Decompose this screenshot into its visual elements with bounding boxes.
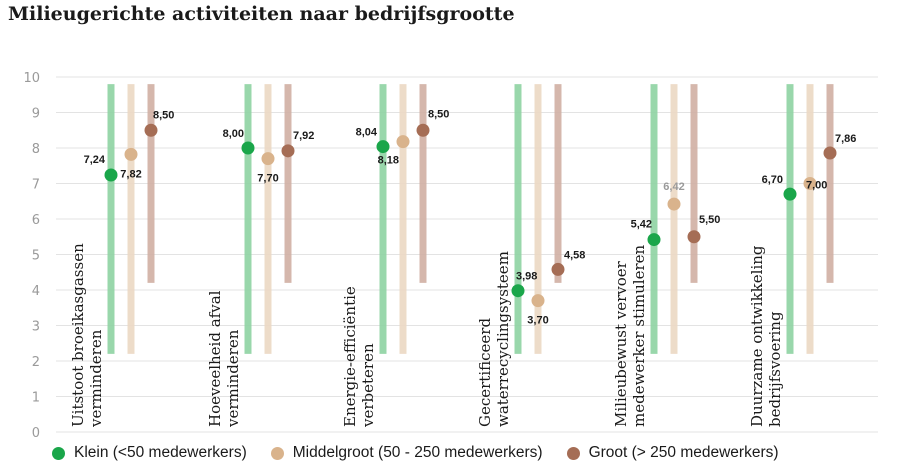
y-tick-label: 7 [32,178,40,193]
data-point [687,230,701,244]
data-label: 4,58 [564,249,585,261]
data-point [551,262,565,276]
legend-item-groot: Groot (> 250 medewerkers) [566,444,779,462]
data-label: 3,70 [527,315,548,327]
data-label: 8,50 [153,109,174,121]
y-tick-label: 1 [32,391,40,406]
chart-title: Milieugerichte activiteiten naar bedrijf… [8,3,515,25]
y-tick-label: 3 [32,320,40,335]
legend-marker-middelgroot [270,446,284,460]
data-label: 7,00 [806,180,827,192]
data-point [667,197,681,211]
data-label: 3,98 [516,271,537,283]
data-point [124,147,138,161]
y-tick-label: 4 [32,284,40,299]
data-label: 8,00 [223,128,244,140]
data-label: 8,04 [356,127,378,139]
data-point [261,152,275,166]
category-label: Milieubewust vervoermedewerker stimulere… [612,245,648,428]
y-tick-label: 10 [23,71,40,86]
category-label: Duurzame ontwikkelingbedrijfsvoering [748,245,784,427]
data-label: 6,42 [663,181,684,193]
legend-marker-klein [52,446,65,460]
data-point [416,123,430,137]
data-point [281,144,295,158]
chart-legend: Klein (<50 medewerkers) Middelgroot (50 … [52,444,779,462]
legend-label-klein: Klein (<50 medewerkers) [74,444,247,461]
y-tick-label: 8 [32,142,40,157]
data-label: 6,70 [762,174,783,186]
y-tick-label: 6 [32,213,40,228]
data-point [511,284,525,298]
data-label: 7,82 [120,168,141,180]
data-label: 7,24 [84,154,106,166]
data-label: 5,50 [699,214,720,226]
data-label: 8,50 [428,108,449,120]
legend-label-middelgroot: Middelgroot (50 - 250 medewerkers) [292,444,543,461]
data-point [803,177,817,190]
y-tick-label: 9 [32,107,40,122]
legend-label-groot: Groot (> 250 medewerkers) [588,444,779,461]
category-label: Uitstoot broeikasgassenverminderen [69,243,105,428]
data-label: 7,70 [257,173,278,185]
data-label: 7,86 [835,133,856,145]
y-tick-label: 5 [32,249,40,264]
data-point [144,123,158,137]
data-label: 5,42 [631,219,652,231]
data-point [396,135,410,149]
data-point [376,140,390,154]
y-tick-label: 0 [32,426,40,441]
data-point [647,233,661,247]
legend-marker-groot [566,446,580,460]
category-label: Energie-efficiëntieverbeteren [341,286,377,428]
data-point [783,187,797,201]
data-point [241,141,255,155]
data-label: 7,92 [293,130,314,142]
y-tick-label: 2 [32,355,40,370]
category-label: Gecertificeerdwaterrecyclingsysteem [476,251,512,427]
legend-item-middelgroot: Middelgroot (50 - 250 medewerkers) [270,444,543,462]
category-label: Hoeveelheid afvalverminderen [206,290,242,428]
data-label: 8,18 [378,155,399,167]
legend-item-klein: Klein (<50 medewerkers) [52,444,247,462]
data-point [823,146,837,160]
data-point [104,168,118,182]
data-point [531,294,545,308]
